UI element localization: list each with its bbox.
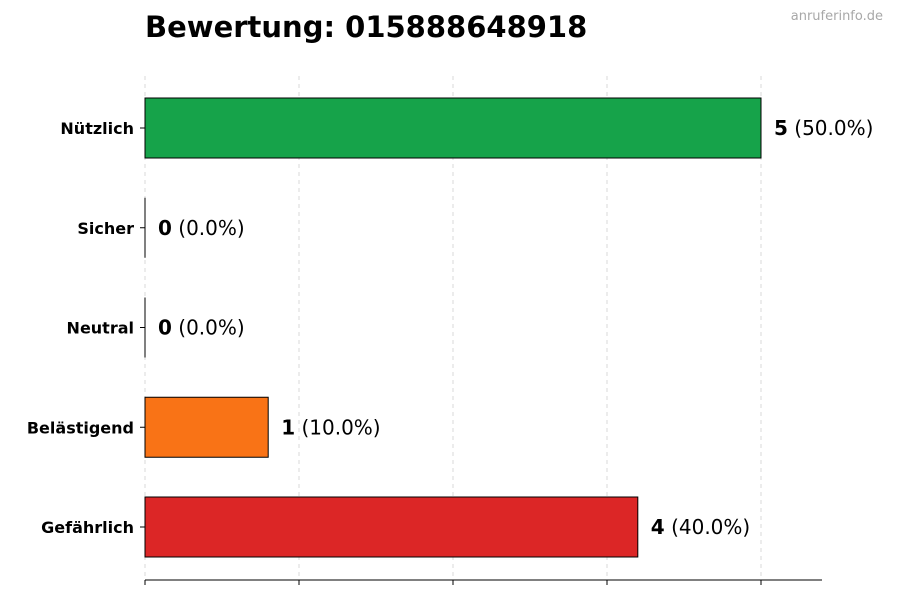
labels: Nützlich 5 (50.0%) Sicher 0 (0.0%) Neutral 0 … <box>27 116 874 539</box>
value-percent: (0.0%) <box>172 216 245 240</box>
category-label: Gefährlich <box>41 518 134 537</box>
value-count: 0 <box>158 216 172 240</box>
category-label: Sicher <box>77 219 134 238</box>
value-label: 1 (10.0%) <box>281 415 380 439</box>
category-label: Nützlich <box>60 119 134 138</box>
watermark: anruferinfo.de <box>790 9 883 24</box>
chart-title: Bewertung: 015888648918 <box>145 10 588 44</box>
value-percent: (10.0%) <box>295 415 381 439</box>
value-label: 4 (40.0%) <box>651 515 750 539</box>
value-label: 0 (0.0%) <box>158 216 245 240</box>
value-label: 5 (50.0%) <box>774 116 873 140</box>
value-label: 0 (0.0%) <box>158 316 245 340</box>
value-percent: (50.0%) <box>788 116 874 140</box>
value-percent: (0.0%) <box>172 316 245 340</box>
value-count: 4 <box>651 515 665 539</box>
value-count: 1 <box>281 415 295 439</box>
category-label: Neutral <box>67 319 134 338</box>
value-count: 5 <box>774 116 788 140</box>
axes <box>140 127 822 585</box>
bar-0 <box>144 97 762 159</box>
value-count: 0 <box>158 316 172 340</box>
bars <box>144 97 762 558</box>
bar-3 <box>144 396 269 458</box>
bar-4 <box>144 496 639 558</box>
value-percent: (40.0%) <box>665 515 751 539</box>
category-label: Belästigend <box>27 418 134 437</box>
